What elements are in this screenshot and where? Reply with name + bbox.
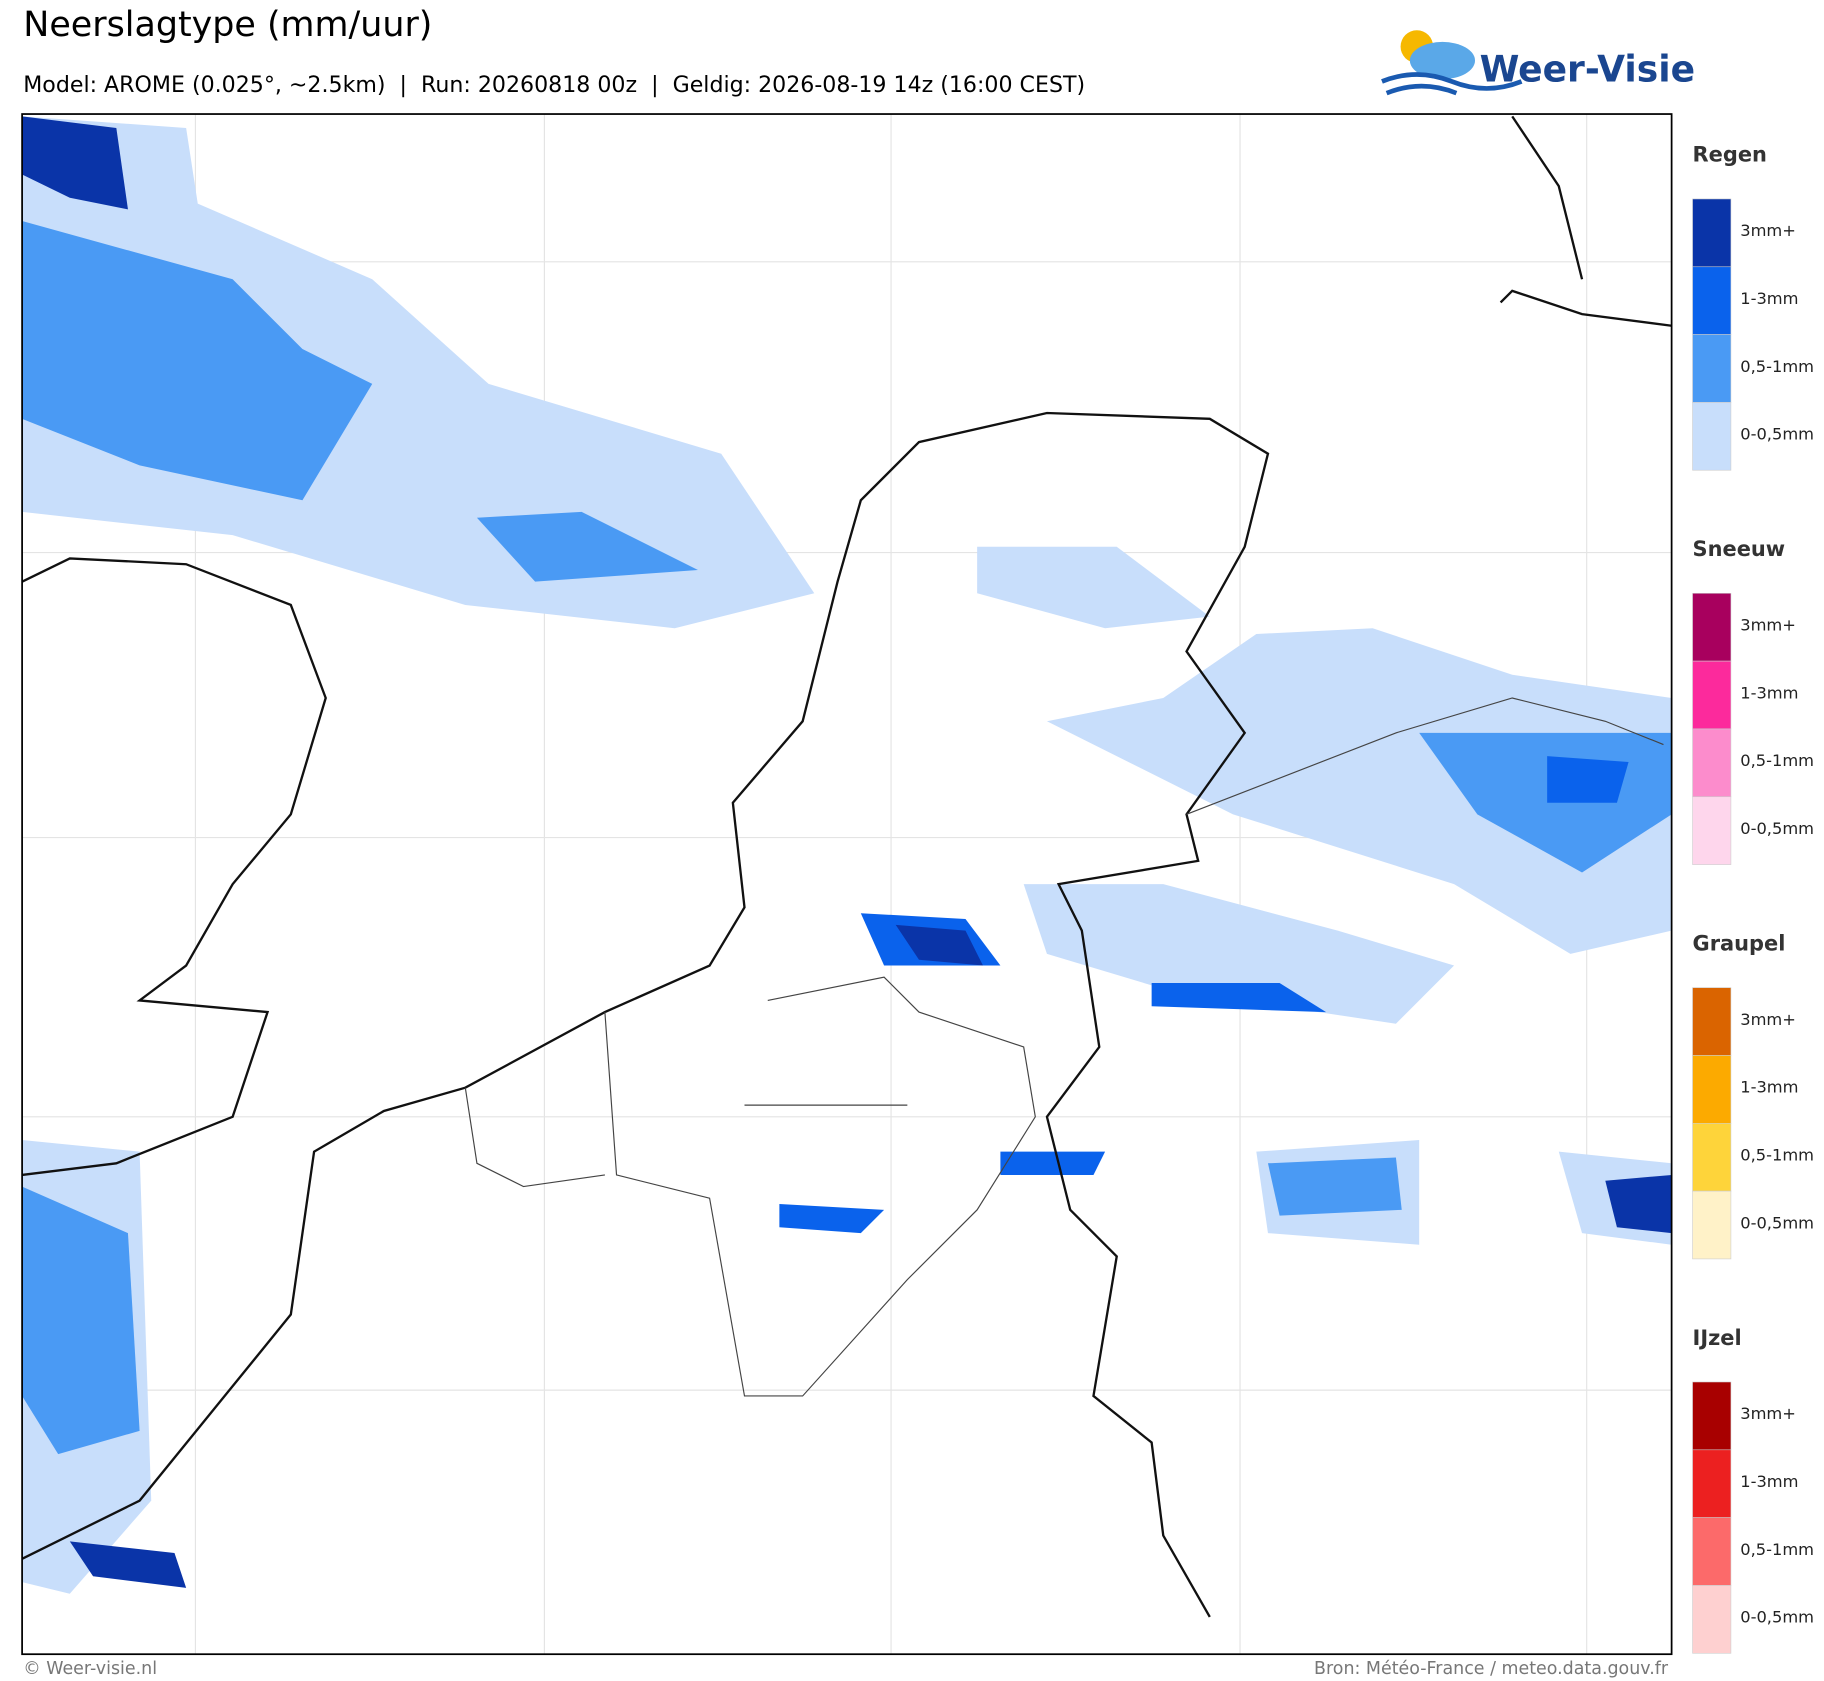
legend-label: 1-3mm — [1740, 1078, 1798, 1097]
legend-swatch — [1692, 198, 1732, 268]
legend-title: Graupel — [1693, 931, 1786, 955]
footer-right: Bron: Météo-France / meteo.data.gouv.fr — [1314, 1659, 1669, 1679]
legend-swatch — [1692, 593, 1732, 662]
legend-swatch — [1692, 266, 1732, 335]
legend-swatch — [1692, 1055, 1732, 1124]
legend-swatch — [1692, 660, 1732, 730]
legend-swatch — [1692, 1381, 1732, 1451]
legend-swatch — [1692, 987, 1732, 1056]
legend-title: IJzel — [1693, 1326, 1742, 1350]
legend-swatch — [1692, 1585, 1732, 1654]
legend-title: Sneeuw — [1693, 537, 1786, 561]
legend-label: 1-3mm — [1740, 683, 1798, 702]
legend-swatch — [1692, 728, 1732, 798]
legend-swatch — [1692, 1449, 1732, 1518]
legend: Regen 3mm+ 1-3mm 0,5-1mm 0-0,5mm Sneeuw 3mm+ 1-… — [1692, 143, 1814, 1654]
legend-label: 0-0,5mm — [1740, 425, 1814, 444]
legend-label: 0-0,5mm — [1740, 1608, 1814, 1627]
legend-swatch — [1692, 1122, 1732, 1192]
legend-label: 0,5-1mm — [1740, 1540, 1814, 1559]
legend-label: 1-3mm — [1740, 289, 1798, 308]
logo: Weer-Visie — [1381, 30, 1695, 96]
legend-label: 0,5-1mm — [1740, 357, 1814, 376]
legend-label: 3mm+ — [1740, 221, 1796, 240]
footer-left: © Weer-visie.nl — [23, 1659, 157, 1679]
legend-swatch — [1692, 402, 1732, 471]
legend-title: Regen — [1693, 143, 1767, 167]
legend-label: 0-0,5mm — [1740, 819, 1814, 838]
legend-label: 1-3mm — [1740, 1472, 1798, 1491]
legend-label: 0-0,5mm — [1740, 1213, 1814, 1232]
title: Neerslagtype (mm/uur) — [23, 5, 432, 45]
logo-text: Weer-Visie — [1480, 48, 1695, 90]
legend-label: 0,5-1mm — [1740, 751, 1814, 770]
legend-swatch — [1692, 796, 1732, 865]
legend-swatch — [1692, 1190, 1732, 1260]
legend-swatch — [1692, 334, 1732, 403]
map — [21, 113, 1673, 1656]
legend-swatch — [1692, 1517, 1732, 1586]
legend-label: 3mm+ — [1740, 616, 1796, 635]
legend-label: 0,5-1mm — [1740, 1146, 1814, 1165]
legend-label: 3mm+ — [1740, 1404, 1796, 1423]
legend-label: 3mm+ — [1740, 1010, 1796, 1029]
subtitle: Model: AROME (0.025°, ~2.5km) | Run: 202… — [23, 72, 1085, 98]
